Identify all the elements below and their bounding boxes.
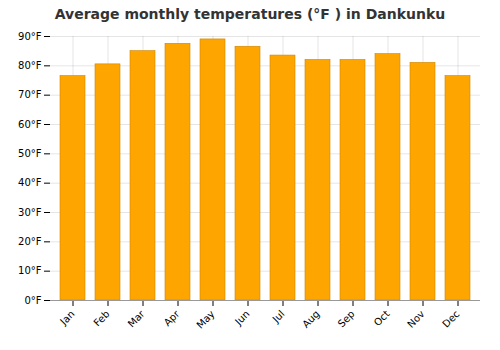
- svg-text:Apr: Apr: [162, 308, 183, 329]
- svg-text:Sep: Sep: [336, 308, 357, 329]
- svg-text:40°F: 40°F: [18, 177, 42, 188]
- svg-text:70°F: 70°F: [18, 89, 42, 100]
- svg-text:Jul: Jul: [270, 308, 287, 325]
- svg-text:10°F: 10°F: [18, 265, 42, 276]
- svg-text:80°F: 80°F: [18, 60, 42, 71]
- svg-text:May: May: [194, 308, 216, 330]
- svg-text:20°F: 20°F: [18, 236, 42, 247]
- svg-text:Jan: Jan: [57, 308, 76, 327]
- svg-text:Nov: Nov: [405, 308, 427, 330]
- svg-text:Aug: Aug: [300, 308, 322, 330]
- html-text:Average monthly temperatures (: Average monthly temperatures (°F ) in Da…: [54, 6, 446, 22]
- svg-text:60°F: 60°F: [18, 119, 42, 130]
- svg-text:0°F: 0°F: [24, 295, 41, 306]
- svg-text:90°F: 90°F: [18, 31, 42, 42]
- svg-text:30°F: 30°F: [18, 207, 42, 218]
- svg-text:Mar: Mar: [126, 308, 148, 330]
- svg-text:Dec: Dec: [440, 308, 461, 329]
- svg-text:50°F: 50°F: [18, 148, 42, 159]
- svg-text:Feb: Feb: [91, 308, 111, 328]
- svg-text:Jun: Jun: [232, 308, 252, 328]
- svg-text:Oct: Oct: [372, 308, 392, 328]
